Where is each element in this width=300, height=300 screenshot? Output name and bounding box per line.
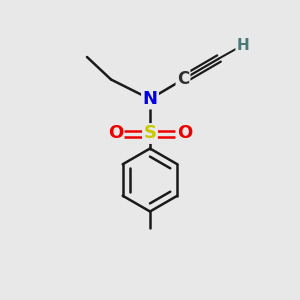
Text: C: C [177, 70, 189, 88]
Text: H: H [237, 38, 249, 52]
Text: S: S [143, 124, 157, 142]
Text: O: O [177, 124, 192, 142]
Text: N: N [142, 90, 158, 108]
Text: O: O [108, 124, 123, 142]
